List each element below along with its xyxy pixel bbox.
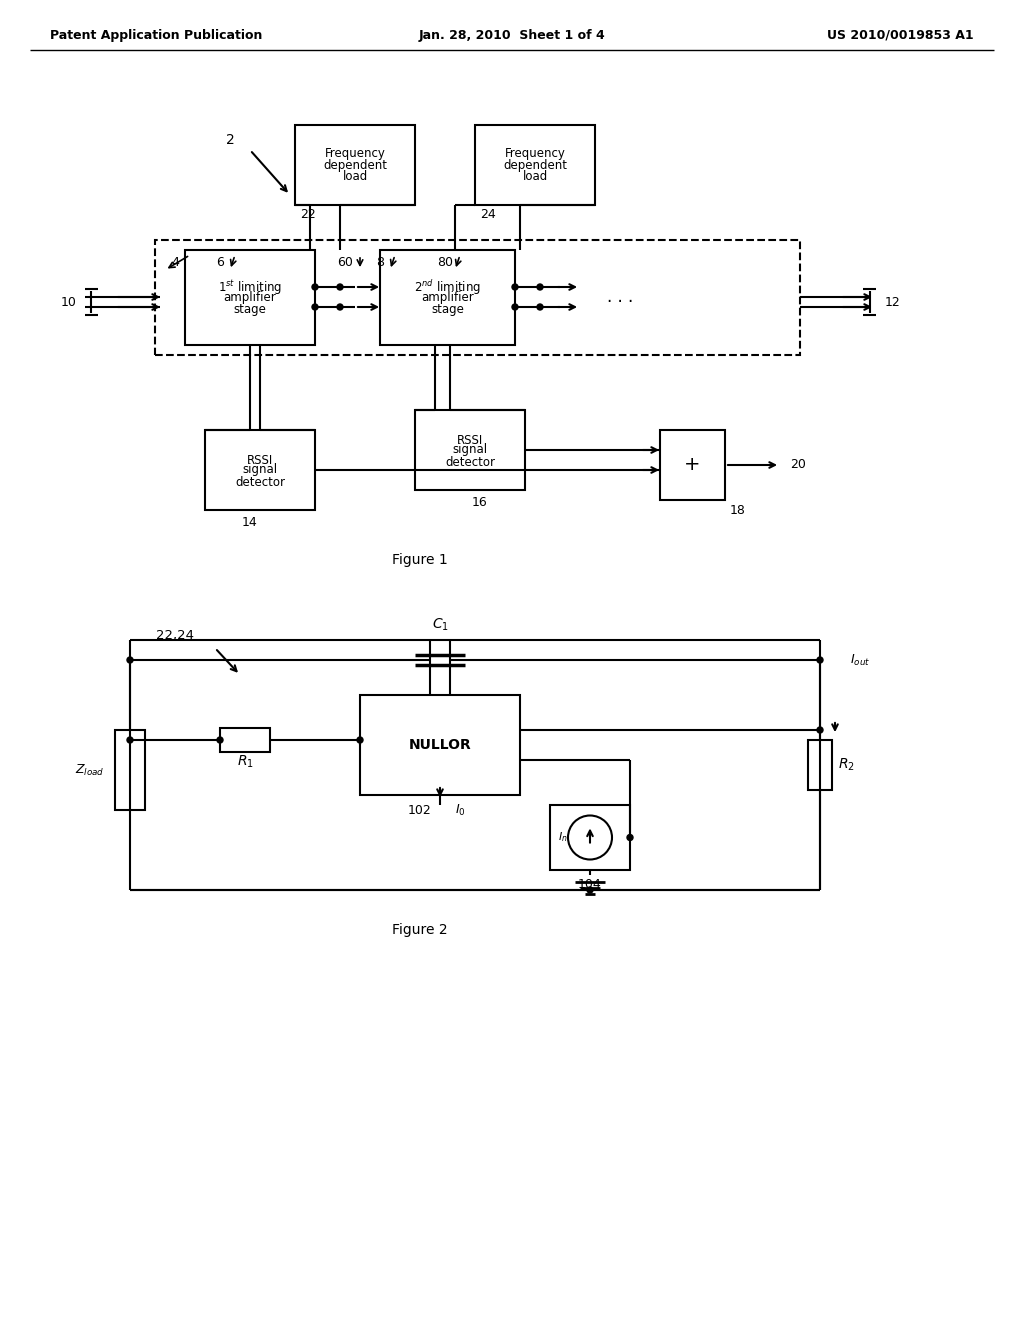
FancyBboxPatch shape [475,125,595,205]
Circle shape [817,727,823,733]
Text: $I_0$: $I_0$ [455,803,466,817]
Text: detector: detector [445,455,495,469]
Text: 24: 24 [480,209,496,222]
Text: 60: 60 [337,256,353,268]
Text: stage: stage [233,304,266,315]
Circle shape [312,284,318,290]
FancyBboxPatch shape [220,729,270,752]
Text: 20: 20 [790,458,806,471]
Text: load: load [522,170,548,183]
Text: 102: 102 [409,804,432,817]
FancyBboxPatch shape [155,240,800,355]
Text: 4: 4 [171,256,179,268]
Text: Frequency: Frequency [505,147,565,160]
Circle shape [512,284,518,290]
Text: $C_1$: $C_1$ [431,616,449,634]
FancyBboxPatch shape [295,125,415,205]
Text: 16: 16 [472,495,487,508]
Text: 2: 2 [225,133,234,147]
Text: load: load [342,170,368,183]
Text: 18: 18 [730,503,745,516]
Circle shape [337,284,343,290]
Text: amplifier: amplifier [223,290,276,304]
Text: 104: 104 [579,879,602,891]
FancyBboxPatch shape [415,411,525,490]
FancyBboxPatch shape [380,249,515,345]
Text: 6: 6 [216,256,224,268]
Text: amplifier: amplifier [421,290,474,304]
Text: 22: 22 [300,209,315,222]
Circle shape [627,834,633,841]
Circle shape [127,657,133,663]
Circle shape [537,304,543,310]
Text: Figure 2: Figure 2 [392,923,447,937]
Circle shape [217,737,223,743]
Text: NULLOR: NULLOR [409,738,471,752]
Text: dependent: dependent [503,158,567,172]
Text: RSSI: RSSI [457,433,483,446]
Text: 12: 12 [885,296,901,309]
Circle shape [312,304,318,310]
Circle shape [127,737,133,743]
Text: 80: 80 [437,256,453,268]
Text: +: + [684,455,700,474]
Text: $R_1$: $R_1$ [237,754,254,770]
Text: 22,24: 22,24 [156,628,194,642]
Text: signal: signal [243,463,278,477]
Text: dependent: dependent [323,158,387,172]
Text: Jan. 28, 2010  Sheet 1 of 4: Jan. 28, 2010 Sheet 1 of 4 [419,29,605,41]
Text: $I_n$: $I_n$ [558,830,568,845]
Text: 14: 14 [242,516,258,528]
Text: Patent Application Publication: Patent Application Publication [50,29,262,41]
Text: 8: 8 [376,256,384,268]
FancyBboxPatch shape [115,730,145,810]
Circle shape [537,284,543,290]
Text: $I_{out}$: $I_{out}$ [850,652,870,668]
Text: RSSI: RSSI [247,454,273,466]
Text: detector: detector [234,475,285,488]
Text: $Z_{load}$: $Z_{load}$ [76,763,105,777]
FancyBboxPatch shape [550,805,630,870]
Circle shape [817,657,823,663]
FancyBboxPatch shape [660,430,725,500]
Circle shape [337,304,343,310]
Text: Frequency: Frequency [325,147,385,160]
FancyBboxPatch shape [808,741,831,789]
Text: Figure 1: Figure 1 [392,553,447,568]
Circle shape [587,887,593,894]
Circle shape [512,304,518,310]
Text: stage: stage [431,304,464,315]
Text: . . .: . . . [607,288,633,306]
FancyBboxPatch shape [205,430,315,510]
Text: 10: 10 [61,296,77,309]
Text: 1$^{st}$ limiting: 1$^{st}$ limiting [218,279,282,297]
Text: US 2010/0019853 A1: US 2010/0019853 A1 [827,29,974,41]
Text: $R_2$: $R_2$ [838,756,855,774]
FancyBboxPatch shape [360,696,520,795]
FancyBboxPatch shape [185,249,315,345]
Circle shape [357,737,362,743]
Text: 2$^{nd}$ limiting: 2$^{nd}$ limiting [414,279,481,297]
Text: signal: signal [453,444,487,457]
